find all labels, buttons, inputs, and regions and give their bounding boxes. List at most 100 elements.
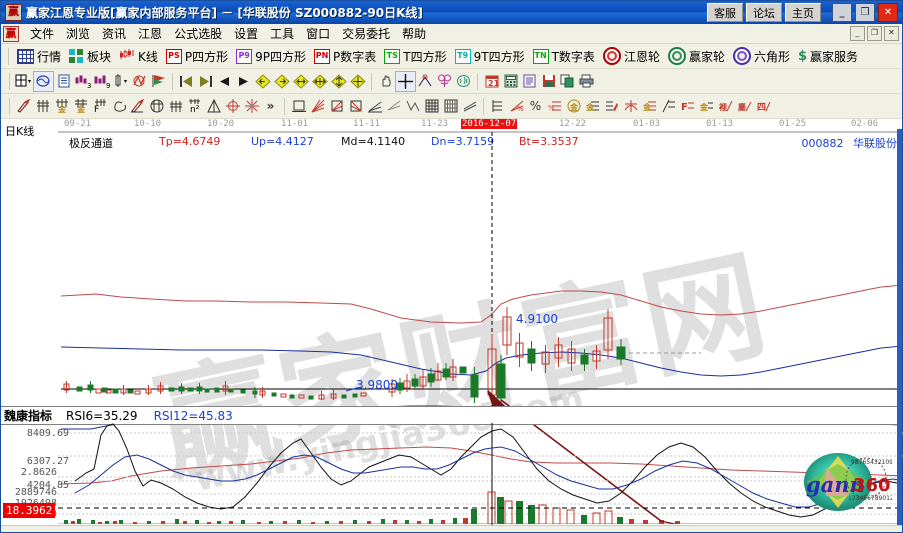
- menu-item-file[interactable]: 文件: [30, 27, 55, 41]
- grid1-icon[interactable]: [422, 97, 441, 116]
- red-fan-icon[interactable]: [308, 97, 327, 116]
- calculator-icon[interactable]: [501, 72, 520, 91]
- crosshair-icon[interactable]: [395, 70, 416, 92]
- prev-icon[interactable]: [215, 72, 234, 91]
- toolbar-gann-wheel[interactable]: 江恩轮: [599, 47, 664, 65]
- star-burst-icon[interactable]: [242, 97, 261, 116]
- spiral-icon[interactable]: [109, 97, 128, 116]
- rocket2-icon[interactable]: [128, 97, 147, 116]
- more-icon[interactable]: »: [266, 99, 275, 113]
- pen-red-icon[interactable]: [602, 97, 621, 116]
- percent-icon[interactable]: %: [529, 99, 542, 113]
- rsi-panel[interactable]: [1, 423, 903, 528]
- mdi-minimize-button[interactable]: _: [850, 26, 865, 41]
- print-icon[interactable]: [577, 72, 596, 91]
- menu-item-news[interactable]: 资讯: [102, 27, 127, 41]
- move-diamond-icon[interactable]: [348, 72, 367, 91]
- ladder-icon[interactable]: [488, 97, 507, 116]
- toolbar-hexagon[interactable]: 六角形: [729, 47, 794, 65]
- menu-item-browse[interactable]: 浏览: [66, 27, 91, 41]
- toolbar-winner-wheel[interactable]: 赢家轮: [664, 47, 729, 65]
- hand-icon[interactable]: [376, 72, 395, 91]
- arc-red-icon[interactable]: [621, 97, 640, 116]
- toolbar-kline[interactable]: K线: [115, 48, 162, 65]
- crosshair-target-icon[interactable]: [223, 97, 242, 116]
- menu-item-gann[interactable]: 江恩: [138, 27, 163, 41]
- flower-icon[interactable]: [435, 72, 454, 91]
- gold-angle-icon[interactable]: 金: [697, 97, 716, 116]
- vee-icon[interactable]: [403, 97, 422, 116]
- box-icon[interactable]: [289, 97, 308, 116]
- gold-lines-icon[interactable]: 金: [583, 97, 602, 116]
- menu-item-tools[interactable]: 工具: [270, 27, 295, 41]
- calendar21-icon[interactable]: 21: [482, 72, 501, 91]
- boxfan2-icon[interactable]: [346, 97, 365, 116]
- calendar-dropdown-icon[interactable]: [14, 72, 33, 91]
- close-button[interactable]: ✕: [878, 3, 898, 22]
- kline3-icon[interactable]: 3: [73, 72, 92, 91]
- four-angle-icon[interactable]: 四: [754, 97, 773, 116]
- red-angle-icon[interactable]: 裡: [716, 97, 735, 116]
- gold-circle-icon[interactable]: 金: [564, 97, 583, 116]
- first-icon[interactable]: [177, 72, 196, 91]
- flag-icon[interactable]: [149, 72, 168, 91]
- gold-fork-icon[interactable]: 金: [52, 97, 71, 116]
- triangle-icon[interactable]: [204, 97, 223, 116]
- menu-item-settings[interactable]: 设置: [234, 27, 259, 41]
- slash-fan-icon[interactable]: [365, 97, 384, 116]
- angle-icon[interactable]: [659, 97, 678, 116]
- right-scrollbar[interactable]: [897, 129, 902, 529]
- slash-fan2-icon[interactable]: [384, 97, 403, 116]
- percent-fan-icon[interactable]: %: [507, 97, 526, 116]
- copy-icon[interactable]: [558, 72, 577, 91]
- toolbar-p-numbers[interactable]: PN P数字表: [310, 48, 380, 65]
- arrow-left-diamond-icon[interactable]: [253, 72, 272, 91]
- circle-fan-icon[interactable]: [147, 97, 166, 116]
- arrow-right-diamond-icon[interactable]: [272, 72, 291, 91]
- boxfan-icon[interactable]: [327, 97, 346, 116]
- menu-item-formula-stock-pick[interactable]: 公式选股: [174, 27, 223, 41]
- maximize-button[interactable]: ❐: [855, 3, 875, 22]
- save-icon[interactable]: [539, 72, 558, 91]
- palette-icon[interactable]: [33, 70, 54, 92]
- menu-item-trade[interactable]: 交易委托: [342, 27, 391, 41]
- expand-h-diamond-icon[interactable]: [310, 72, 329, 91]
- toolbar-9t-square[interactable]: T9 9T四方形: [451, 48, 529, 65]
- shrink-diamond-icon[interactable]: [329, 72, 348, 91]
- toolbar-sector[interactable]: 板块: [65, 48, 115, 65]
- menu-item-window[interactable]: 窗口: [306, 27, 331, 41]
- toolbar-quotes[interactable]: 行情: [13, 48, 65, 65]
- customer-service-button[interactable]: 客服: [707, 3, 743, 22]
- toolbar-winner-service[interactable]: $ 赢家服务: [794, 48, 862, 65]
- document-icon[interactable]: [54, 72, 73, 91]
- notepad-icon[interactable]: [520, 72, 539, 91]
- grid2-icon[interactable]: [441, 97, 460, 116]
- minimize-button[interactable]: _: [832, 3, 852, 22]
- brain-icon[interactable]: [454, 72, 473, 91]
- percent-lines-icon[interactable]: %: [545, 97, 564, 116]
- homepage-button[interactable]: 主页: [785, 3, 821, 22]
- toolbar-9p-square[interactable]: P9 9P四方形: [232, 48, 310, 65]
- scribble-icon[interactable]: [130, 72, 149, 91]
- zigzag-icon[interactable]: [460, 97, 479, 116]
- kline9-icon[interactable]: 9: [92, 72, 111, 91]
- fork2-icon[interactable]: [166, 97, 185, 116]
- menu-item-help[interactable]: 帮助: [402, 27, 427, 41]
- f-angle-icon[interactable]: F: [678, 97, 697, 116]
- arrow-h-diamond-icon[interactable]: [291, 72, 310, 91]
- gold-eq-icon[interactable]: 金: [640, 97, 659, 116]
- fork-icon[interactable]: [33, 97, 52, 116]
- n2-icon[interactable]: n²: [185, 97, 204, 116]
- red-angle2-icon[interactable]: 鏖: [735, 97, 754, 116]
- rocket-icon[interactable]: [14, 97, 33, 116]
- forum-button[interactable]: 论坛: [746, 3, 782, 22]
- next-icon[interactable]: [234, 72, 253, 91]
- toolbar-t-square[interactable]: TS T四方形: [380, 48, 450, 65]
- toolbar-t-numbers[interactable]: TN T数字表: [529, 48, 599, 65]
- gold-fork2-icon[interactable]: 金: [71, 97, 90, 116]
- mdi-restore-button[interactable]: ❐: [867, 26, 882, 41]
- f-fan-icon[interactable]: F: [90, 97, 109, 116]
- mdi-close-button[interactable]: ✕: [884, 26, 899, 41]
- bar-dropdown-icon[interactable]: [111, 72, 130, 91]
- indicator-header-bar[interactable]: 魏康指标 RSI6=35.29 RSI12=45.83: [1, 406, 902, 425]
